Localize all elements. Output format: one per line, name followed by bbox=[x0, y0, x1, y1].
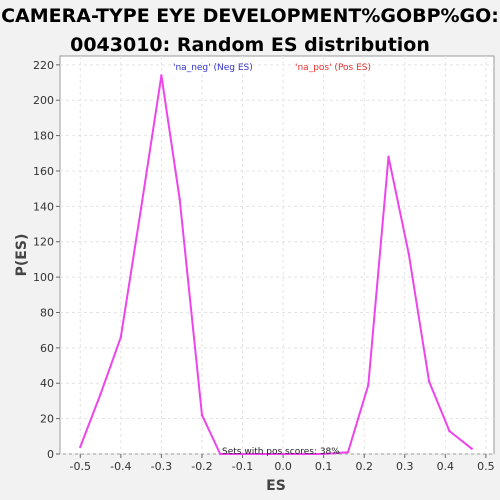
series-layer bbox=[79, 74, 473, 456]
x-tick-label: 0.4 bbox=[437, 460, 455, 473]
y-tick-label: 80 bbox=[40, 306, 54, 319]
data-point bbox=[200, 413, 204, 417]
y-axis: 0 20 40 60 80 100 120 140 160 180 200 220 bbox=[33, 59, 60, 461]
x-tick-label: -0.1 bbox=[232, 460, 253, 473]
x-tick-label: 0.1 bbox=[315, 460, 333, 473]
x-tick-label: 0.5 bbox=[477, 460, 495, 473]
y-tick-label: 40 bbox=[40, 377, 54, 390]
y-tick-label: 160 bbox=[33, 165, 54, 178]
grid bbox=[60, 56, 494, 455]
y-axis-label: P(ES) bbox=[14, 234, 30, 277]
y-tick-label: 220 bbox=[33, 59, 54, 72]
data-point bbox=[346, 451, 350, 454]
data-point bbox=[448, 429, 451, 433]
y-tick-label: 140 bbox=[33, 200, 54, 213]
x-axis-label: ES bbox=[266, 478, 286, 494]
y-tick-label: 20 bbox=[40, 413, 54, 426]
data-point bbox=[387, 155, 390, 159]
data-point bbox=[139, 206, 143, 210]
y-tick-label: 100 bbox=[33, 271, 54, 284]
y-tick-label: 200 bbox=[33, 94, 54, 107]
x-tick-label: -0.4 bbox=[110, 460, 131, 473]
x-tick-label: -0.2 bbox=[191, 460, 212, 473]
data-point bbox=[322, 452, 325, 456]
plot-area bbox=[59, 55, 495, 455]
chart-title-line-1: CAMERA-TYPE EYE DEVELOPMENT%GOBP%GO: bbox=[1, 5, 499, 27]
data-point bbox=[261, 452, 265, 456]
chart-title: CAMERA-TYPE EYE DEVELOPMENT%GOBP%GO: 004… bbox=[0, 2, 500, 60]
data-point bbox=[367, 383, 370, 387]
chart-title-line-2: 0043010: Random ES distribution bbox=[70, 34, 430, 56]
y-tick-label: 0 bbox=[47, 448, 54, 461]
es-distribution-line bbox=[79, 74, 473, 455]
y-tick-label: 60 bbox=[40, 342, 54, 355]
x-tick-label: -0.5 bbox=[70, 460, 91, 473]
data-point bbox=[160, 74, 163, 77]
data-point bbox=[178, 198, 181, 201]
data-point bbox=[119, 336, 123, 339]
data-point bbox=[427, 380, 431, 383]
pos-scores-annotation: Sets with pos scores: 38% bbox=[222, 447, 340, 457]
data-point bbox=[219, 452, 222, 456]
data-point bbox=[407, 252, 411, 256]
data-point bbox=[99, 392, 102, 396]
x-tick-label: 0.0 bbox=[274, 460, 292, 473]
data-point bbox=[241, 452, 244, 456]
y-tick-label: 180 bbox=[33, 130, 54, 143]
y-tick-label: 120 bbox=[33, 236, 54, 249]
data-point bbox=[470, 447, 473, 450]
x-tick-label: -0.3 bbox=[151, 460, 172, 473]
data-point bbox=[79, 445, 82, 449]
data-point bbox=[302, 452, 305, 456]
x-axis: -0.5 -0.4 -0.3 -0.2 -0.1 0.0 0.1 0.2 0.3 0.4 0.5 bbox=[70, 454, 495, 473]
data-point bbox=[281, 452, 285, 456]
x-tick-label: 0.3 bbox=[396, 460, 414, 473]
x-tick-label: 0.2 bbox=[355, 460, 373, 473]
legend-entry-pos: 'na_pos' (Pos ES) bbox=[295, 63, 371, 73]
legend-entry-neg: 'na_neg' (Neg ES) bbox=[173, 63, 253, 73]
